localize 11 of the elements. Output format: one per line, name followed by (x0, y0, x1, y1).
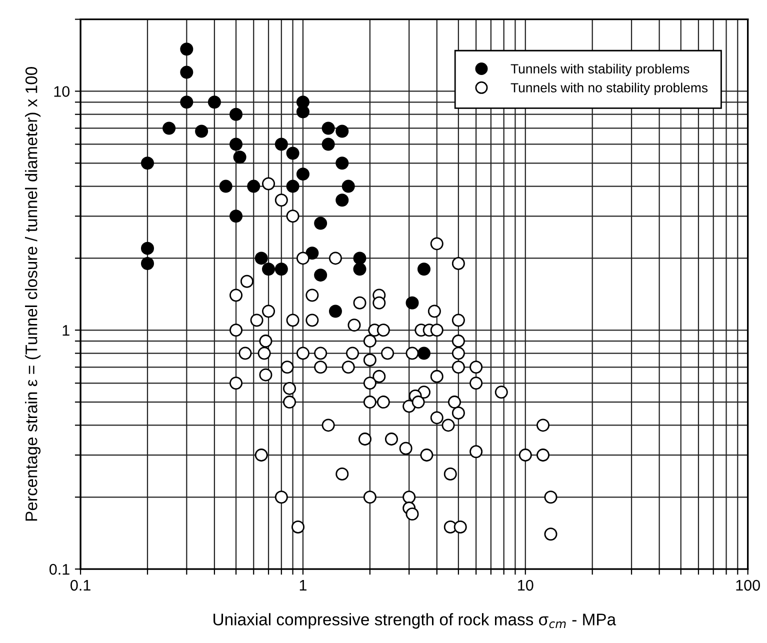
y-axis-title: Percentage strain ε = (Tunnel closure / tunnel diameter) x 100 (25, 66, 41, 521)
legend-label: Tunnels with stability problems (510, 64, 690, 76)
x-tick-label: 100 (736, 580, 760, 591)
y-tick-label: 10 (54, 86, 70, 97)
x-tick-label: 10 (518, 580, 534, 591)
y-tick-label: 0.1 (49, 564, 70, 575)
y-tick-label: 1 (62, 325, 70, 336)
x-axis-title: Uniaxial compressive strength of rock mass σ$_{cm}$ - MPa (214, 613, 616, 629)
x-tick-label: 0.1 (70, 580, 90, 591)
legend-label: Tunnels with no stability problems (510, 82, 708, 96)
x-tick-label: 1 (300, 580, 306, 591)
